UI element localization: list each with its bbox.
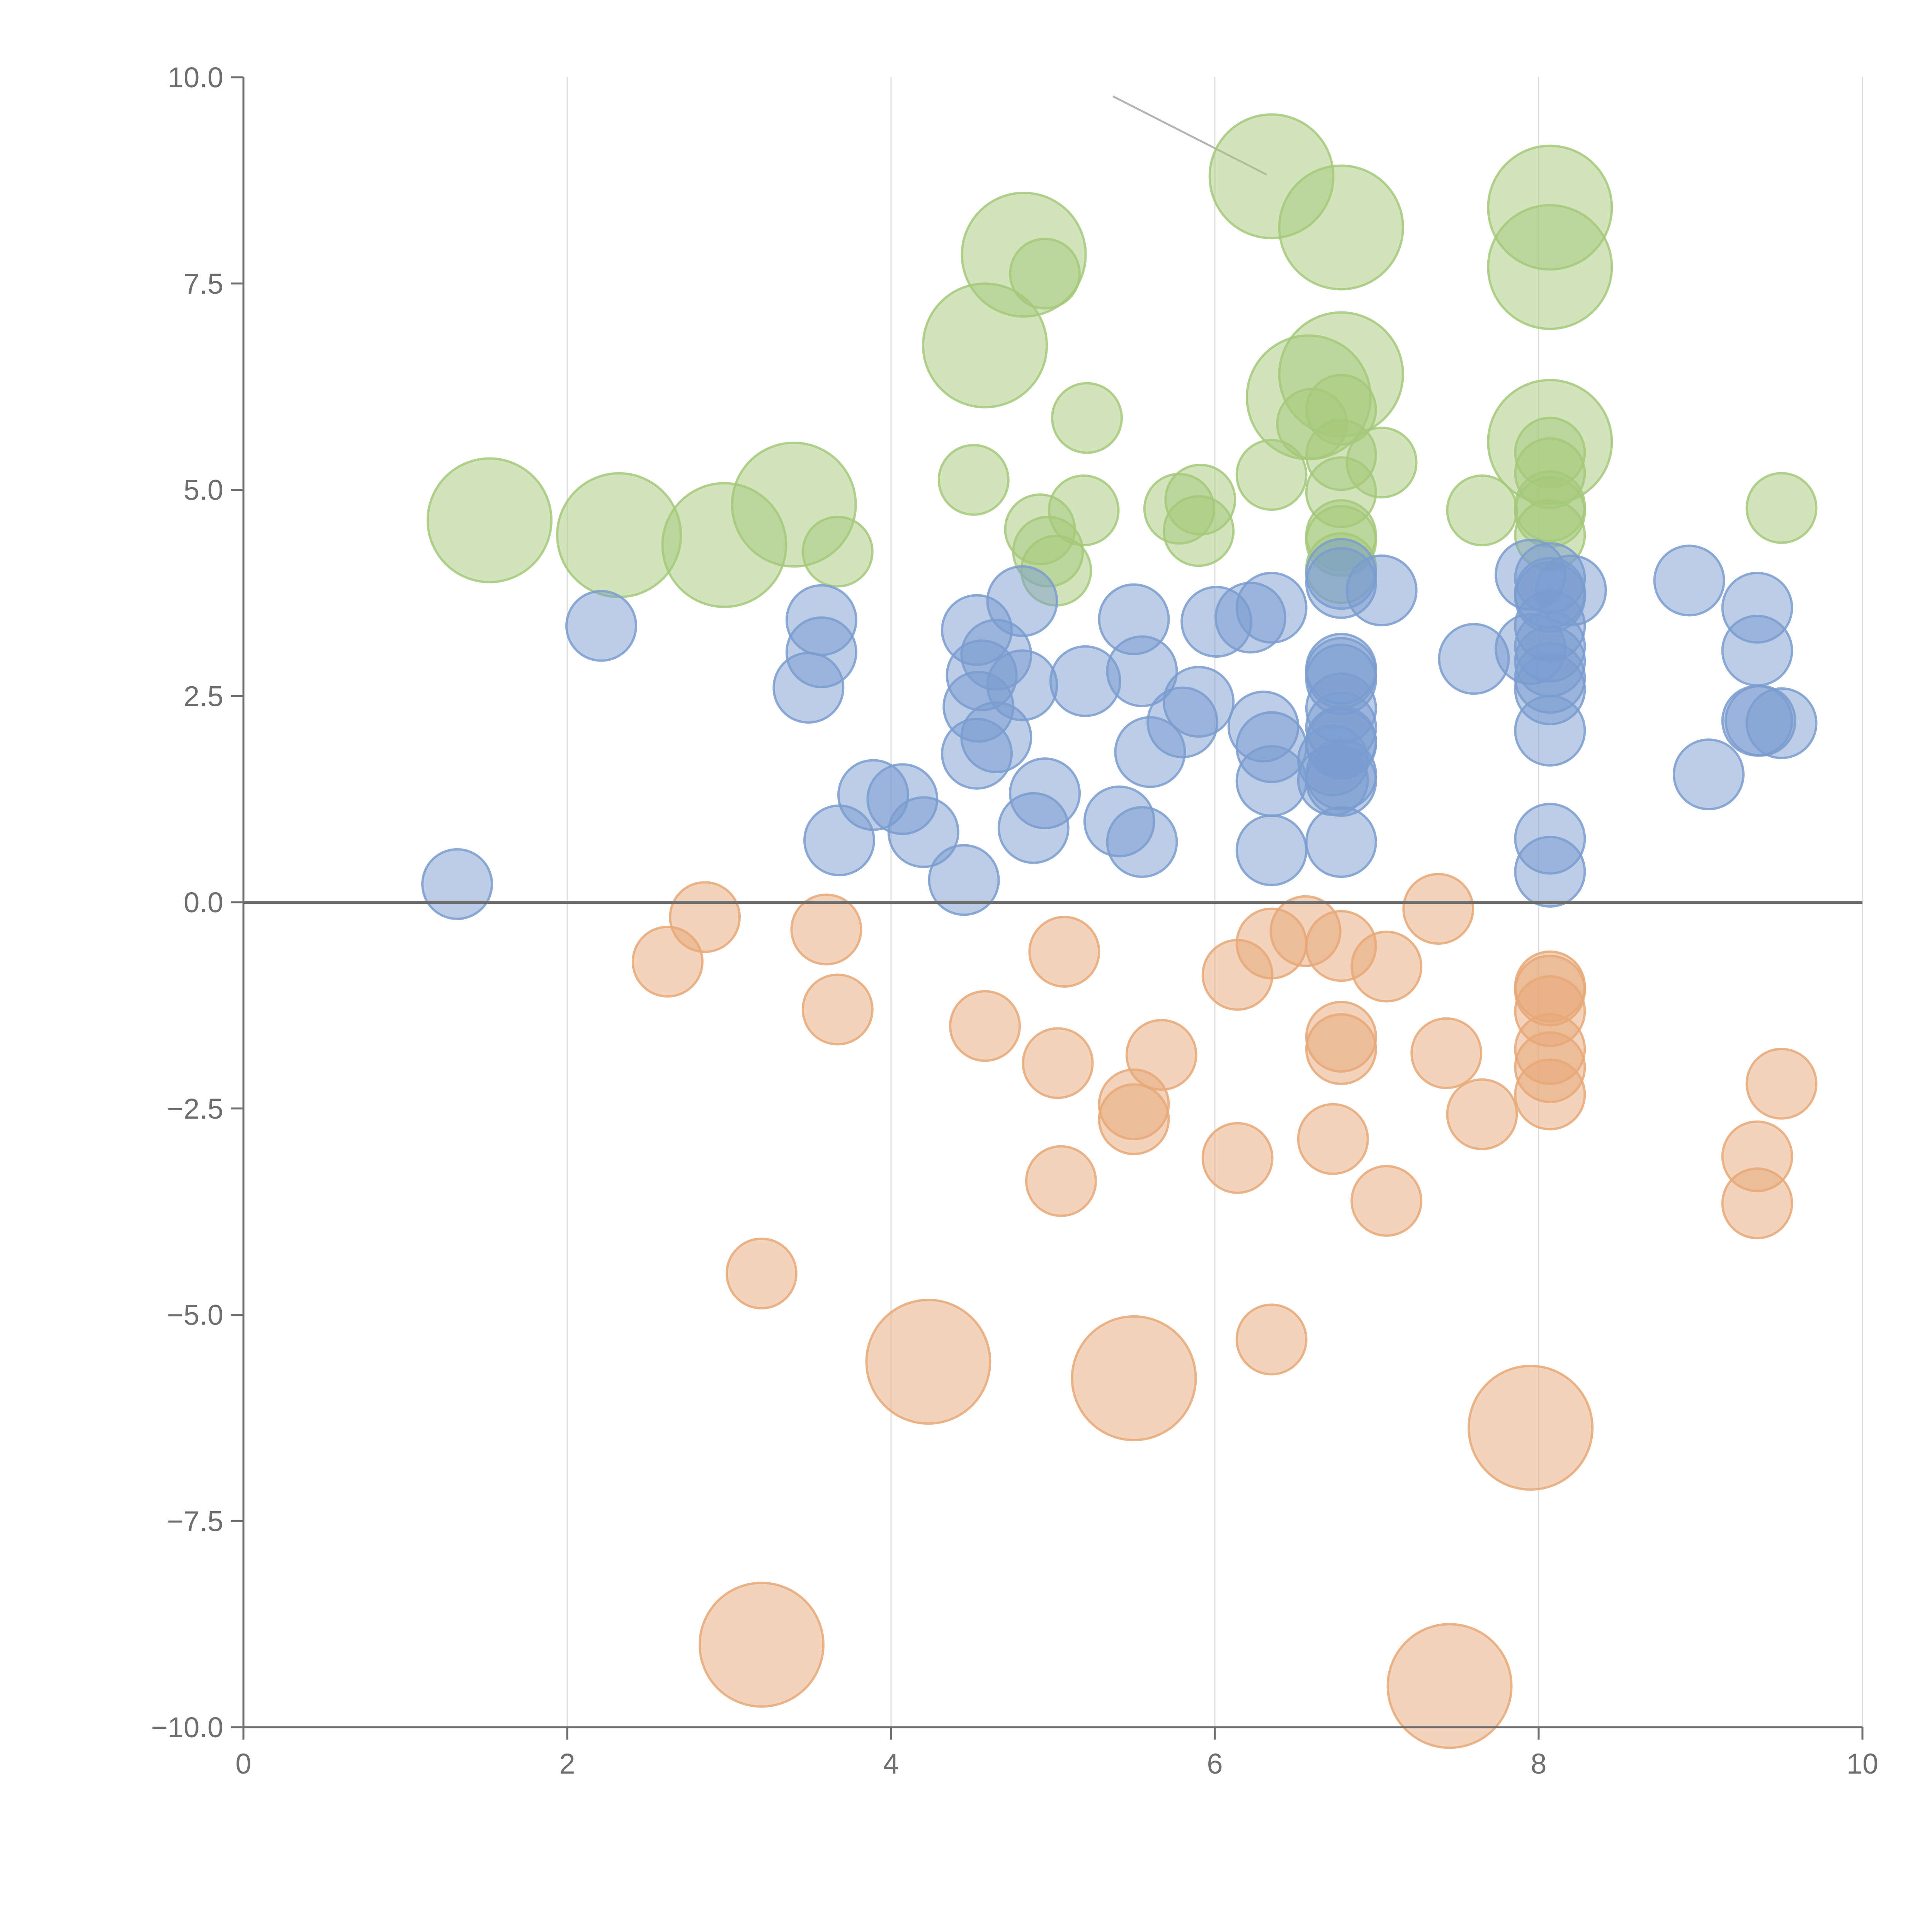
y-tick-label: 2.5 [184,680,223,712]
bubble-orange-6 [865,1299,992,1425]
bubble-blue-19 [997,792,1070,864]
y-tick-label: −10.0 [151,1711,223,1743]
bubble-orange-4 [725,1237,798,1310]
bubble-orange-2 [790,893,862,966]
bubble-blue-7 [887,796,959,868]
bubble-green-29 [1163,495,1235,567]
bubble-blue-64 [1514,836,1586,908]
bubble-blue-71 [1672,738,1745,811]
x-tick-label: 0 [235,1748,251,1780]
bubble-green-15 [1278,164,1404,291]
bubble-blue-9 [928,844,1000,916]
series-green [426,113,1818,608]
x-tick-label: 8 [1531,1748,1546,1780]
bubble-green-7 [1009,238,1081,310]
bubble-orange-21 [1350,930,1423,1003]
bubble-orange-7 [949,990,1021,1062]
bubble-blue-65 [1653,544,1725,617]
x-tick-label: 4 [883,1748,899,1780]
bubble-orange-29 [1386,1623,1513,1749]
bubble-blue-27 [1106,806,1178,878]
bubble-orange-3 [801,973,874,1046]
bubble-blue-67 [1721,614,1793,687]
bubble-orange-16 [1201,1122,1274,1194]
bubble-orange-39 [1745,1048,1818,1120]
bubble-blue-17 [941,718,1013,790]
y-tick-label: 0.0 [184,886,223,918]
bubble-green-9 [1051,382,1123,454]
bubble-blue-33 [1235,745,1308,817]
bubble-green-0 [426,457,553,583]
bubble-blue-30 [1235,571,1308,644]
bubble-blue-0 [421,848,493,920]
bubble-orange-23 [1305,1013,1377,1085]
bubble-orange-9 [1022,1027,1094,1099]
bubble-orange-25 [1350,1165,1423,1237]
bubble-blue-4 [772,651,845,724]
bubble-green-8 [937,444,1010,516]
bubble-blue-13 [986,565,1058,637]
bubble-orange-26 [1402,873,1475,945]
bubble-blue-22 [1106,635,1178,707]
y-tick-label: −7.5 [167,1505,223,1537]
y-tick-label: 10.0 [168,61,223,94]
bubble-orange-8 [1028,916,1100,988]
series-orange [631,873,1818,1749]
series-blue [421,538,1818,920]
bubble-orange-13 [1098,1083,1170,1155]
bubble-blue-1 [565,590,637,662]
bubble-orange-19 [1235,1303,1308,1376]
bubble-green-4 [801,515,874,588]
bubble-blue-48 [1305,806,1377,878]
bubble-blue-25 [1114,716,1186,788]
axes [242,77,1862,1728]
bubble-orange-10 [1025,1145,1097,1217]
y-tick-label: 5.0 [184,474,223,506]
y-axis-ticks: 10.0 7.5 5.0 2.5 0.0 −2.5 −5.0 −7.5 −10.0 [151,61,243,1743]
bubble-blue-8 [803,804,875,876]
bubble-green-13 [1048,474,1120,546]
y-tick-label: −5.0 [167,1299,223,1331]
bubble-blue-47 [1305,745,1377,817]
bubble-blue-34 [1235,814,1308,886]
bubble-blue-70 [1745,687,1818,759]
bubble-blue-49 [1345,554,1418,626]
bubble-orange-5 [698,1582,825,1708]
bubble-blue-62 [1514,694,1586,767]
bubble-orange-24 [1297,1103,1369,1175]
bubble-orange-27 [1410,1017,1483,1089]
bubble-orange-36 [1514,1058,1586,1131]
x-tick-label: 10 [1847,1748,1878,1780]
x-axis-ticks: 0 2 4 6 8 10 [235,1727,1878,1780]
x-tick-label: 2 [559,1748,575,1780]
bubble-green-32 [1487,204,1613,330]
bubble-orange-1 [631,925,704,998]
bubble-orange-14 [1071,1315,1197,1441]
x-tick-label: 6 [1207,1748,1223,1780]
bubble-orange-28 [1446,1078,1518,1150]
bubble-green-39 [1745,472,1818,544]
y-tick-label: −2.5 [167,1093,223,1125]
bubble-orange-38 [1721,1167,1793,1240]
bubble-green-20 [1235,439,1308,511]
bubble-orange-30 [1468,1364,1594,1491]
bubble-series [421,113,1818,1749]
y-tick-label: 7.5 [184,268,223,300]
